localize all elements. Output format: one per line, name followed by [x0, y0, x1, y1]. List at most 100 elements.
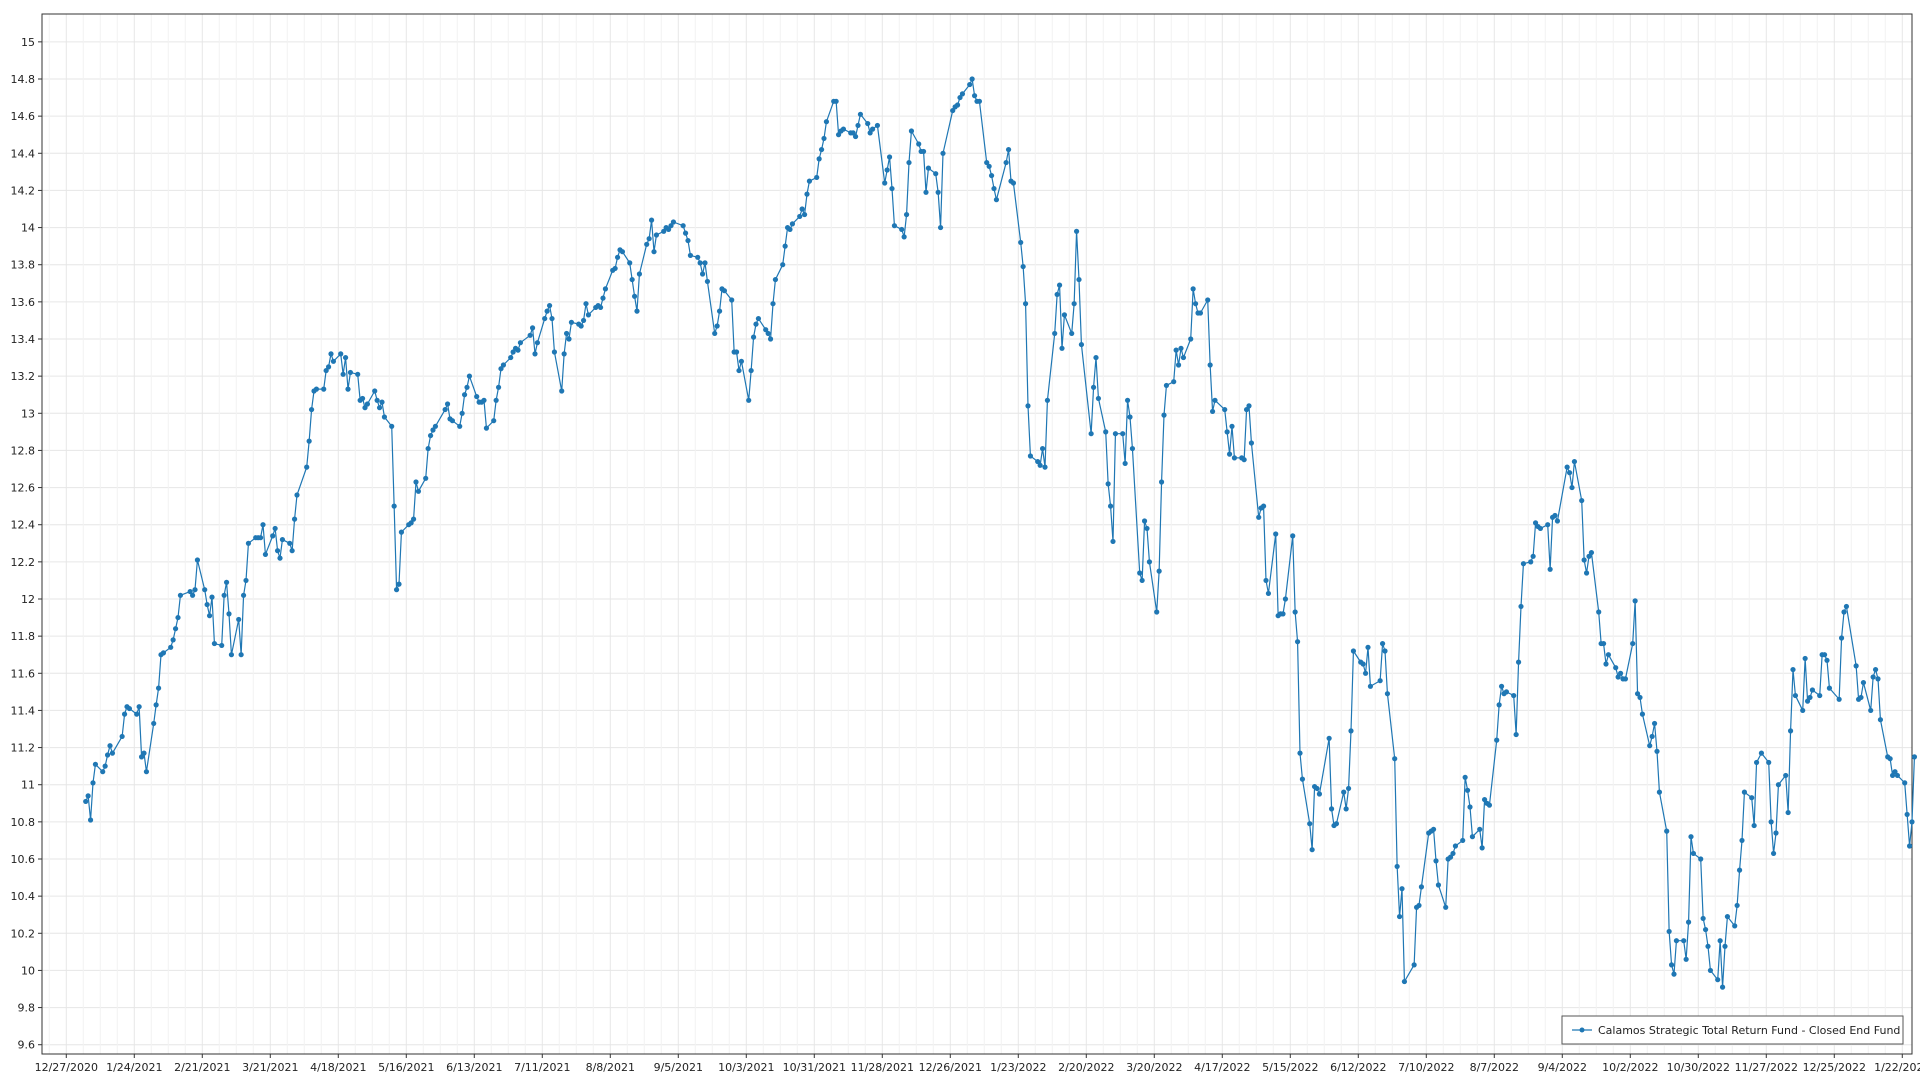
data-point: [1273, 531, 1279, 537]
data-point: [1265, 590, 1272, 597]
data-point: [1443, 904, 1449, 910]
data-point: [381, 414, 388, 420]
x-tick-label: 10/31/2021: [783, 1061, 846, 1074]
data-point: [1326, 735, 1332, 741]
x-tick-label: 4/17/2022: [1194, 1061, 1250, 1074]
data-point: [330, 358, 337, 364]
data-point: [389, 423, 395, 429]
data-point: [313, 386, 320, 392]
data-point: [1180, 354, 1187, 361]
data-point: [1316, 791, 1323, 797]
data-point: [1396, 913, 1403, 920]
data-point: [566, 336, 572, 342]
data-point: [823, 119, 830, 125]
data-point: [721, 288, 728, 294]
data-point: [1603, 661, 1609, 667]
data-point: [542, 315, 548, 322]
data-point: [1651, 720, 1658, 727]
data-point: [119, 733, 125, 740]
data-point: [1537, 525, 1544, 532]
data-point: [430, 427, 436, 433]
data-point: [1178, 345, 1184, 351]
y-tick-label: 11.2: [11, 742, 36, 755]
data-point: [495, 384, 502, 390]
data-point: [83, 798, 89, 805]
data-point: [1732, 923, 1738, 929]
data-point: [1511, 692, 1517, 699]
data-point: [1377, 678, 1383, 684]
data-point: [916, 141, 922, 147]
data-point: [1450, 850, 1456, 857]
data-point: [109, 750, 116, 756]
data-point: [517, 340, 524, 346]
y-tick-label: 12.6: [11, 482, 36, 495]
data-point: [1076, 276, 1082, 283]
data-point: [1753, 759, 1760, 766]
data-point: [1530, 553, 1536, 559]
data-point: [901, 234, 907, 240]
data-point: [1360, 661, 1366, 667]
data-point: [1382, 648, 1388, 654]
data-point: [425, 445, 431, 452]
data-point: [1892, 769, 1898, 775]
data-point: [189, 592, 196, 598]
data-point: [245, 540, 252, 546]
data-point: [287, 540, 293, 546]
data-point: [646, 236, 652, 242]
data-point: [257, 535, 264, 541]
data-point: [840, 126, 847, 132]
data-point: [90, 780, 96, 786]
data-point: [1722, 943, 1728, 949]
data-point: [1418, 884, 1425, 890]
data-point: [457, 423, 463, 429]
data-point: [580, 317, 587, 324]
data-point: [636, 271, 643, 277]
y-tick-label: 14.2: [11, 184, 36, 197]
data-point: [697, 260, 703, 266]
data-point: [1348, 728, 1354, 734]
data-point: [702, 260, 708, 266]
data-point: [1430, 826, 1437, 832]
data-point: [551, 349, 558, 355]
x-tick-label: 8/8/2021: [586, 1061, 635, 1074]
data-point: [466, 373, 473, 379]
data-point: [1137, 570, 1143, 576]
data-point: [869, 126, 876, 132]
data-point: [345, 386, 351, 392]
data-point: [1498, 683, 1505, 689]
data-point: [228, 652, 235, 658]
data-point: [1399, 886, 1405, 892]
data-point: [1416, 902, 1422, 909]
data-point: [984, 159, 990, 166]
x-tick-label: 4/18/2021: [310, 1061, 366, 1074]
x-tick-label: 2/21/2021: [174, 1061, 230, 1074]
data-point: [1870, 674, 1876, 680]
data-point: [1877, 717, 1884, 723]
data-point: [1688, 834, 1694, 840]
data-point: [714, 323, 720, 329]
data-point: [1061, 312, 1068, 318]
data-point: [1025, 403, 1031, 409]
data-point: [325, 364, 332, 370]
y-tick-label: 12.4: [11, 519, 36, 532]
data-point: [432, 423, 439, 429]
x-tick-label: 10/3/2021: [718, 1061, 774, 1074]
data-point: [396, 581, 402, 587]
data-point: [1520, 561, 1527, 567]
y-tick-label: 13.8: [11, 259, 36, 272]
data-point: [1734, 902, 1740, 909]
x-tick-label: 8/7/2022: [1470, 1061, 1519, 1074]
data-point: [172, 626, 179, 632]
data-point: [1163, 382, 1170, 389]
data-point: [1838, 635, 1845, 641]
data-point: [1039, 445, 1046, 452]
data-point: [1739, 837, 1745, 844]
data-point: [1226, 451, 1233, 457]
x-tick-label: 5/16/2021: [378, 1061, 434, 1074]
data-point: [833, 98, 839, 104]
data-point: [1496, 702, 1502, 708]
data-point: [695, 254, 701, 260]
data-point: [1112, 431, 1119, 437]
data-point: [226, 611, 232, 617]
data-point: [889, 185, 895, 192]
